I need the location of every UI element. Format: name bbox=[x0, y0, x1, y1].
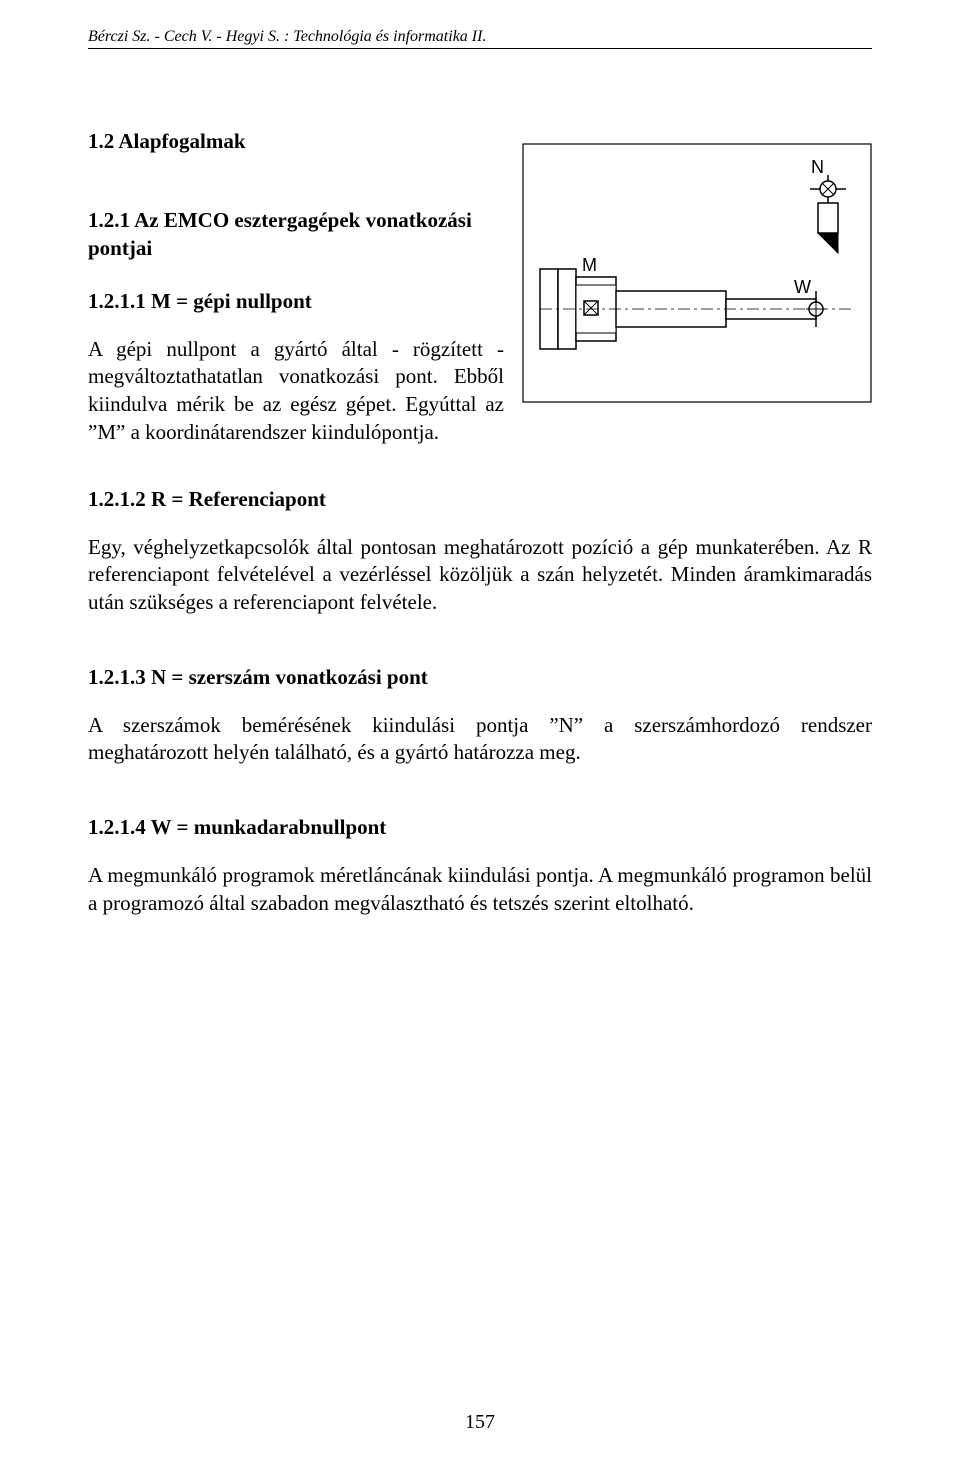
heading-1-2-1-1: 1.2.1.1 M = gépi nullpont bbox=[88, 289, 504, 314]
figure-label-n: N bbox=[811, 157, 824, 177]
heading-1-2-1-3: 1.2.1.3 N = szerszám vonatkozási pont bbox=[88, 665, 872, 690]
paragraph-1-2-1-4: A megmunkáló programok méretláncának kii… bbox=[88, 862, 872, 917]
heading-1-2-1-2: 1.2.1.2 R = Referenciapont bbox=[88, 487, 872, 512]
lathe-diagram: N bbox=[522, 143, 872, 403]
running-head: Bérczi Sz. - Cech V. - Hegyi S. : Techno… bbox=[88, 28, 872, 46]
page: Bérczi Sz. - Cech V. - Hegyi S. : Techno… bbox=[0, 0, 960, 1458]
heading-1-2-1-4: 1.2.1.4 W = munkadarabnullpont bbox=[88, 815, 872, 840]
paragraph-1-2-1-2: Egy, véghelyzetkapcsolók által pontosan … bbox=[88, 534, 872, 617]
left-text-column: 1.2 Alapfogalmak 1.2.1 Az EMCO esztergag… bbox=[88, 93, 504, 487]
heading-1-2: 1.2 Alapfogalmak bbox=[88, 129, 504, 154]
figure-label-w: W bbox=[794, 277, 811, 297]
page-number: 157 bbox=[0, 1411, 960, 1434]
header-rule bbox=[88, 48, 872, 49]
two-column-region: 1.2 Alapfogalmak 1.2.1 Az EMCO esztergag… bbox=[88, 93, 872, 487]
paragraph-1-2-1-3: A szerszámok bemérésének kiindulási pont… bbox=[88, 712, 872, 767]
heading-1-2-1: 1.2.1 Az EMCO esztergagépek vonatkozási … bbox=[88, 206, 504, 263]
figure-label-m: M bbox=[582, 255, 597, 275]
figure-column: N bbox=[522, 93, 872, 408]
paragraph-1-2-1-1: A gépi nullpont a gyártó által - rögzíte… bbox=[88, 336, 504, 447]
